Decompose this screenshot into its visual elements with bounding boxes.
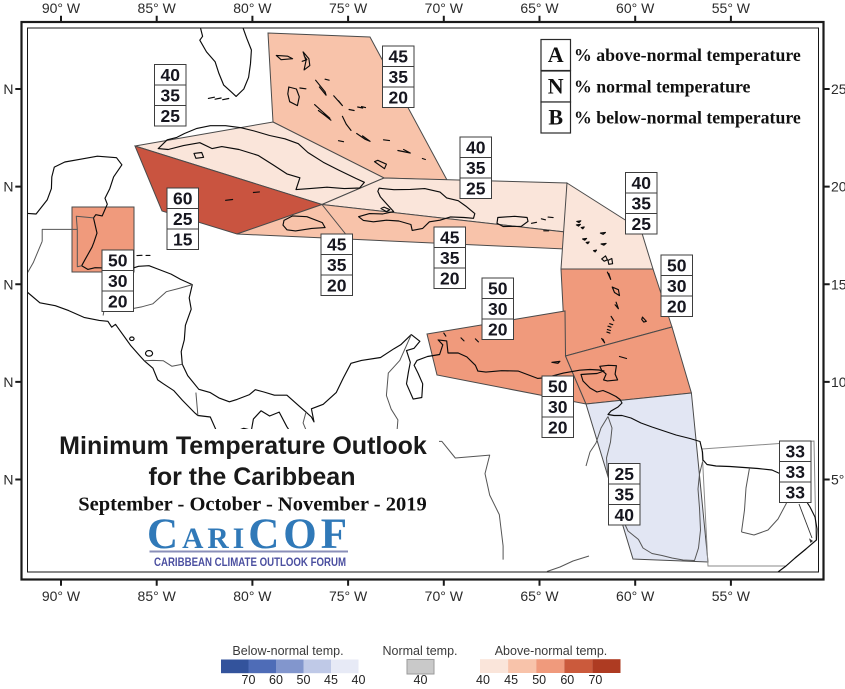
svg-text:10: 10 xyxy=(831,374,845,390)
svg-text:40: 40 xyxy=(352,673,366,684)
svg-text:40: 40 xyxy=(615,505,635,525)
svg-text:60: 60 xyxy=(173,189,193,209)
svg-text:85° W: 85° W xyxy=(138,588,177,604)
svg-text:15: 15 xyxy=(173,230,193,250)
svg-text:20: 20 xyxy=(327,276,347,296)
svg-text:70° W: 70° W xyxy=(425,588,464,604)
svg-text:25: 25 xyxy=(632,214,652,234)
svg-text:5°: 5° xyxy=(831,472,844,488)
svg-text:N: N xyxy=(3,374,13,390)
svg-text:33: 33 xyxy=(786,442,806,462)
svg-text:55° W: 55° W xyxy=(712,588,751,604)
svg-text:90° W: 90° W xyxy=(42,0,81,16)
svg-text:75° W: 75° W xyxy=(329,588,368,604)
svg-text:50: 50 xyxy=(548,377,568,397)
svg-text:30: 30 xyxy=(108,271,128,291)
svg-text:35: 35 xyxy=(161,86,181,106)
svg-text:N: N xyxy=(3,276,13,292)
svg-text:60: 60 xyxy=(560,673,574,684)
svg-text:50: 50 xyxy=(108,251,128,271)
svg-text:20: 20 xyxy=(440,269,460,289)
svg-text:25: 25 xyxy=(466,179,486,199)
svg-text:85° W: 85° W xyxy=(138,0,177,16)
svg-text:35: 35 xyxy=(327,255,347,275)
svg-text:40: 40 xyxy=(476,673,490,684)
svg-text:35: 35 xyxy=(440,248,460,268)
svg-text:45: 45 xyxy=(504,673,518,684)
svg-text:45: 45 xyxy=(324,673,338,684)
svg-text:65° W: 65° W xyxy=(520,588,559,604)
svg-text:15: 15 xyxy=(831,276,845,292)
svg-text:35: 35 xyxy=(389,67,409,87)
svg-text:60° W: 60° W xyxy=(616,588,655,604)
svg-text:for the Caribbean: for the Caribbean xyxy=(149,463,356,491)
svg-text:35: 35 xyxy=(466,158,486,178)
svg-text:25: 25 xyxy=(615,464,635,484)
svg-text:30: 30 xyxy=(488,299,508,319)
svg-text:B: B xyxy=(548,105,563,130)
svg-text:60° W: 60° W xyxy=(616,0,655,16)
svg-text:20: 20 xyxy=(831,179,845,195)
svg-text:20: 20 xyxy=(548,418,568,438)
svg-text:55° W: 55° W xyxy=(712,0,751,16)
svg-text:50: 50 xyxy=(532,673,546,684)
svg-text:Normal temp.: Normal temp. xyxy=(382,644,457,658)
svg-text:50: 50 xyxy=(297,673,311,684)
svg-text:45: 45 xyxy=(440,228,460,248)
svg-text:70° W: 70° W xyxy=(425,0,464,16)
svg-text:20: 20 xyxy=(488,320,508,340)
svg-text:45: 45 xyxy=(327,235,347,255)
svg-text:Minimum Temperature Outlook: Minimum Temperature Outlook xyxy=(59,432,427,460)
svg-text:25: 25 xyxy=(831,81,845,97)
svg-text:50: 50 xyxy=(488,279,508,299)
svg-text:33: 33 xyxy=(786,462,806,482)
svg-text:20: 20 xyxy=(667,297,687,317)
svg-text:35: 35 xyxy=(632,194,652,214)
svg-text:50: 50 xyxy=(667,256,687,276)
svg-text:Below-normal temp.: Below-normal temp. xyxy=(232,644,343,658)
svg-text:40: 40 xyxy=(414,673,428,684)
svg-text:% below-normal temperature: % below-normal temperature xyxy=(574,108,801,128)
svg-text:33: 33 xyxy=(786,483,806,503)
svg-text:25: 25 xyxy=(161,106,181,126)
svg-text:N: N xyxy=(3,472,13,488)
svg-text:25: 25 xyxy=(173,209,193,229)
svg-text:40: 40 xyxy=(466,138,486,158)
svg-text:CARIBBEAN CLIMATE OUTLOOK FORU: CARIBBEAN CLIMATE OUTLOOK FORUM xyxy=(154,555,346,569)
svg-text:30: 30 xyxy=(548,397,568,417)
svg-text:September - October - November: September - October - November - 2019 xyxy=(78,494,426,516)
svg-text:65° W: 65° W xyxy=(520,0,559,16)
svg-text:% normal temperature: % normal temperature xyxy=(574,77,751,97)
svg-text:70: 70 xyxy=(588,673,602,684)
svg-text:N: N xyxy=(548,74,564,99)
svg-text:20: 20 xyxy=(108,292,128,312)
svg-text:A: A xyxy=(548,42,564,67)
svg-text:80° W: 80° W xyxy=(233,0,272,16)
svg-text:20: 20 xyxy=(389,88,409,108)
svg-text:90° W: 90° W xyxy=(42,588,81,604)
svg-text:40: 40 xyxy=(161,65,181,85)
svg-text:N: N xyxy=(3,179,13,195)
svg-text:40: 40 xyxy=(632,173,652,193)
svg-text:N: N xyxy=(3,81,13,97)
svg-text:30: 30 xyxy=(667,276,687,296)
svg-text:Above-normal temp.: Above-normal temp. xyxy=(495,644,608,658)
svg-text:45: 45 xyxy=(389,47,409,67)
svg-text:% above-normal temperature: % above-normal temperature xyxy=(574,45,801,65)
svg-text:75° W: 75° W xyxy=(329,0,368,16)
svg-text:60: 60 xyxy=(269,673,283,684)
svg-text:35: 35 xyxy=(615,485,635,505)
svg-text:80° W: 80° W xyxy=(233,588,272,604)
svg-text:70: 70 xyxy=(242,673,256,684)
